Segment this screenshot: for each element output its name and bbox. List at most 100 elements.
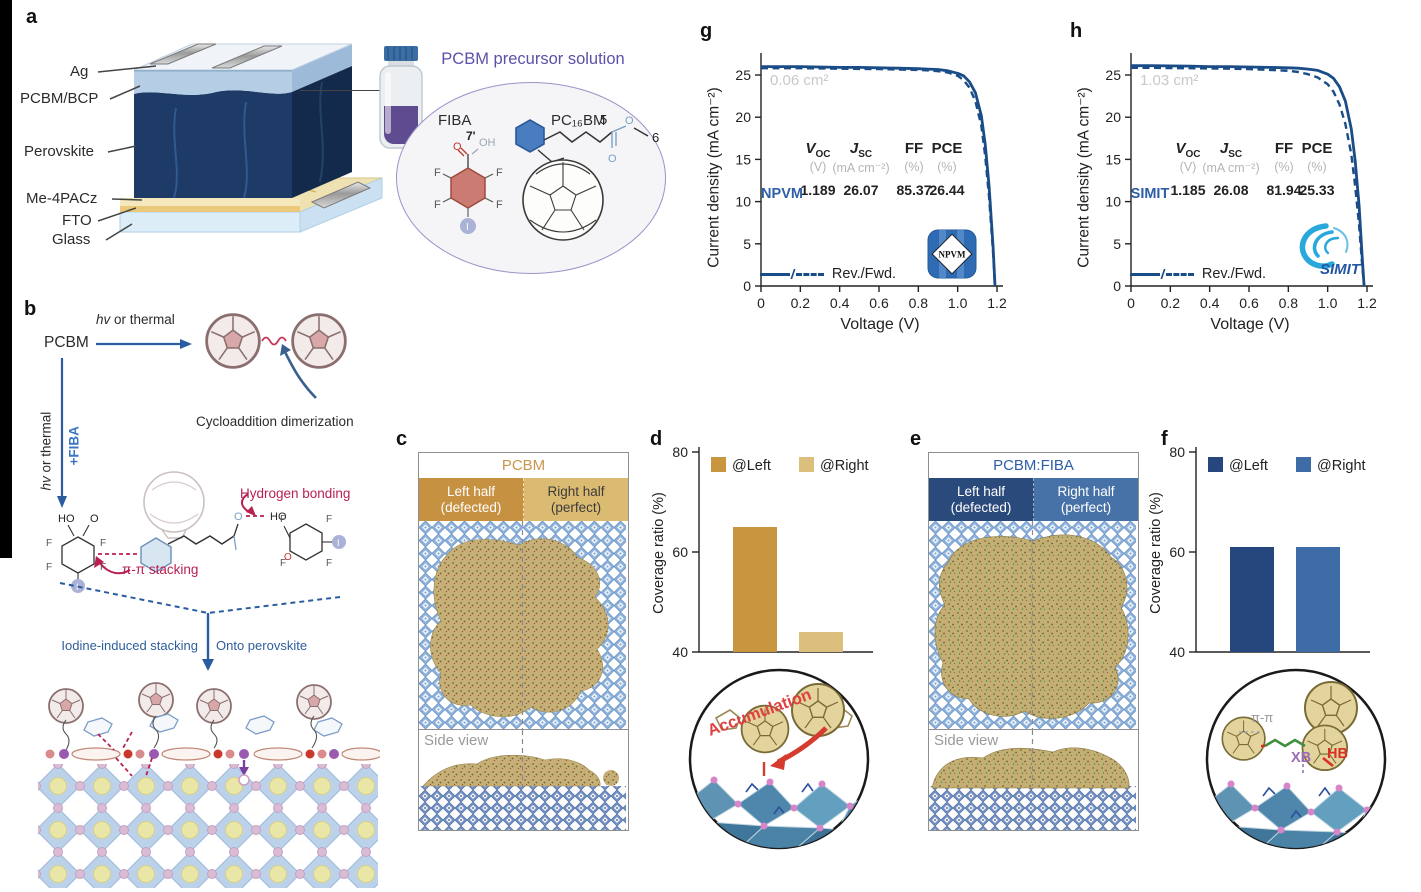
simit-logo: SIMIT bbox=[1299, 223, 1362, 278]
svg-text:F: F bbox=[496, 199, 503, 211]
panel-a-label: a bbox=[26, 6, 38, 28]
npvm-logo: NPVM bbox=[927, 229, 977, 279]
panel-e-top-view bbox=[929, 521, 1136, 729]
panel-c-title: PCBM bbox=[501, 457, 546, 474]
hb-inset-label: HB bbox=[1327, 746, 1348, 762]
panel-e-left-header: Left half (defected) bbox=[929, 478, 1034, 521]
svg-text:0.6: 0.6 bbox=[1239, 295, 1259, 311]
panel-h-xlabel: Voltage (V) bbox=[1210, 316, 1290, 333]
jv-col-voc: VOC (V) 1.189 bbox=[800, 140, 836, 198]
layer-label-pcbm-bcp: PCBM/BCP bbox=[20, 90, 99, 107]
dimerization-label: Cycloaddition dimerization bbox=[196, 414, 354, 429]
panel-e-title: PCBM:FIBA bbox=[993, 457, 1074, 474]
panel-f-bar-chart: 40 60 80 @Left @Right Coverage ratio (%) bbox=[1147, 443, 1392, 673]
scan-artifact-bar bbox=[0, 0, 12, 558]
panel-f-label: f bbox=[1161, 428, 1168, 450]
solution-title: PCBM precursor solution bbox=[441, 50, 625, 68]
svg-text:0: 0 bbox=[1127, 295, 1135, 311]
svg-text:15: 15 bbox=[1105, 151, 1121, 167]
svg-text:60: 60 bbox=[672, 544, 688, 560]
panel-h-area-label: 1.03 cm² bbox=[1140, 72, 1199, 89]
svg-text:1.0: 1.0 bbox=[1318, 295, 1338, 311]
panel-g-xlabel: Voltage (V) bbox=[840, 316, 920, 333]
panel-g-area-label: 0.06 cm² bbox=[770, 72, 829, 89]
perovskite-surface-scheme bbox=[38, 682, 380, 888]
panel-e-side-view-label: Side view bbox=[934, 732, 999, 749]
top-arrow-label: hv or thermal bbox=[96, 312, 175, 327]
svg-text:I: I bbox=[76, 582, 79, 592]
solution-vial bbox=[379, 46, 423, 149]
jv-col-pce: PCE (%) 25.33 bbox=[1299, 140, 1335, 198]
jv-col-voc: VOC (V) 1.185 bbox=[1170, 140, 1206, 198]
svg-text:25: 25 bbox=[735, 67, 751, 83]
panel-c-simulation: PCBM Left half (defected) Right half (perf… bbox=[418, 452, 629, 831]
panel-e-headers: Left half (defected) Right half (perfect) bbox=[929, 478, 1138, 521]
iodine-stacking-label: Iodine-induced stacking bbox=[61, 638, 198, 653]
pcbm-name: PC₁₆BM bbox=[551, 112, 606, 129]
svg-text:0.4: 0.4 bbox=[830, 295, 850, 311]
panel-d-inset-circle: Accumulation bbox=[688, 668, 870, 850]
jv-col-ff: FF (%) 85.37 bbox=[896, 140, 932, 198]
svg-text:0: 0 bbox=[1113, 278, 1121, 294]
hbond-label: Hydrogen bonding bbox=[240, 486, 351, 501]
panel-d-bar-chart: 40 60 80 @Left @Right Coverage ratio (%) bbox=[650, 443, 895, 673]
layer-label-glass: Glass bbox=[52, 231, 91, 248]
fiba-molecule: O 7' OH F F F F I bbox=[434, 129, 503, 234]
svg-text:F: F bbox=[326, 558, 332, 569]
dimer-illustration bbox=[205, 313, 347, 399]
svg-text:80: 80 bbox=[1169, 444, 1185, 460]
pc16bm-molecule: 5 O O 6 bbox=[515, 112, 659, 241]
svg-text:I: I bbox=[337, 538, 340, 548]
layer-label-perovskite: Perovskite bbox=[24, 143, 95, 160]
svg-text:0: 0 bbox=[743, 278, 751, 294]
svg-text:7': 7' bbox=[466, 129, 476, 143]
panel-b-label: b bbox=[24, 298, 37, 320]
svg-text:0.8: 0.8 bbox=[909, 295, 929, 311]
svg-text:OH: OH bbox=[479, 137, 496, 149]
svg-text:10: 10 bbox=[1105, 194, 1121, 210]
svg-text:F: F bbox=[496, 167, 503, 179]
svg-text:O: O bbox=[608, 153, 617, 165]
panel-g-device-label: NPVM bbox=[761, 186, 803, 202]
svg-text:F: F bbox=[46, 562, 52, 573]
panel-f-inset-circle: π-π XB HB bbox=[1205, 668, 1387, 850]
svg-text:@Right: @Right bbox=[1317, 458, 1366, 474]
panel-c-headers: Left half (defected) Right half (perfect) bbox=[419, 478, 628, 521]
svg-text:HO: HO bbox=[58, 513, 75, 525]
svg-text:6: 6 bbox=[652, 130, 659, 145]
panel-h-ylabel: Current density (mA cm⁻²) bbox=[1075, 87, 1093, 268]
svg-text:0.2: 0.2 bbox=[1161, 295, 1181, 311]
panel-h-legend: / Rev./Fwd. bbox=[1130, 266, 1266, 282]
svg-text:F: F bbox=[434, 199, 441, 211]
fiba-arrow-label: +FIBA bbox=[66, 426, 82, 466]
pcbm-reactant-label: PCBM bbox=[44, 334, 89, 351]
panel-e-right-header: Right half (perfect) bbox=[1034, 478, 1138, 521]
panel-d-ylabel: Coverage ratio (%) bbox=[651, 492, 667, 614]
reaction-arrows bbox=[57, 339, 192, 508]
xb-inset-label: XB bbox=[1291, 750, 1311, 766]
svg-text:0.6: 0.6 bbox=[869, 295, 889, 311]
svg-text:@Left: @Left bbox=[732, 458, 771, 474]
panel-g-jv-plot: 0 5 10 15 20 25 0 0.2 0.4 0.6 0.8 1.0 1.2 Current de… bbox=[700, 28, 1045, 343]
rev-line-sample bbox=[1130, 272, 1160, 276]
converge-arrows bbox=[59, 582, 341, 671]
svg-text:1.2: 1.2 bbox=[1357, 295, 1377, 311]
layer-label-ag: Ag bbox=[70, 63, 89, 80]
svg-text:10: 10 bbox=[735, 194, 751, 210]
panel-g-ylabel: Current density (mA cm⁻²) bbox=[705, 87, 723, 268]
svg-text:@Right: @Right bbox=[820, 458, 869, 474]
svg-text:F: F bbox=[280, 514, 286, 525]
svg-text:1.0: 1.0 bbox=[948, 295, 968, 311]
svg-text:0.8: 0.8 bbox=[1279, 295, 1299, 311]
svg-text:0: 0 bbox=[757, 295, 765, 311]
jv-col-pce: PCE (%) 26.44 bbox=[929, 140, 965, 198]
panel-h-label: h bbox=[1070, 20, 1083, 42]
panel-h-jv-plot: 0 5 10 15 20 25 0 0.2 0.4 0.6 0.8 1.0 1.2 Current de… bbox=[1070, 28, 1415, 343]
fiba-name: FIBA bbox=[438, 112, 472, 129]
layer-label-fto: FTO bbox=[62, 212, 92, 229]
vial-connector-line bbox=[300, 90, 396, 91]
svg-text:60: 60 bbox=[1169, 544, 1185, 560]
svg-text:O: O bbox=[90, 513, 99, 525]
svg-text:20: 20 bbox=[735, 109, 751, 125]
